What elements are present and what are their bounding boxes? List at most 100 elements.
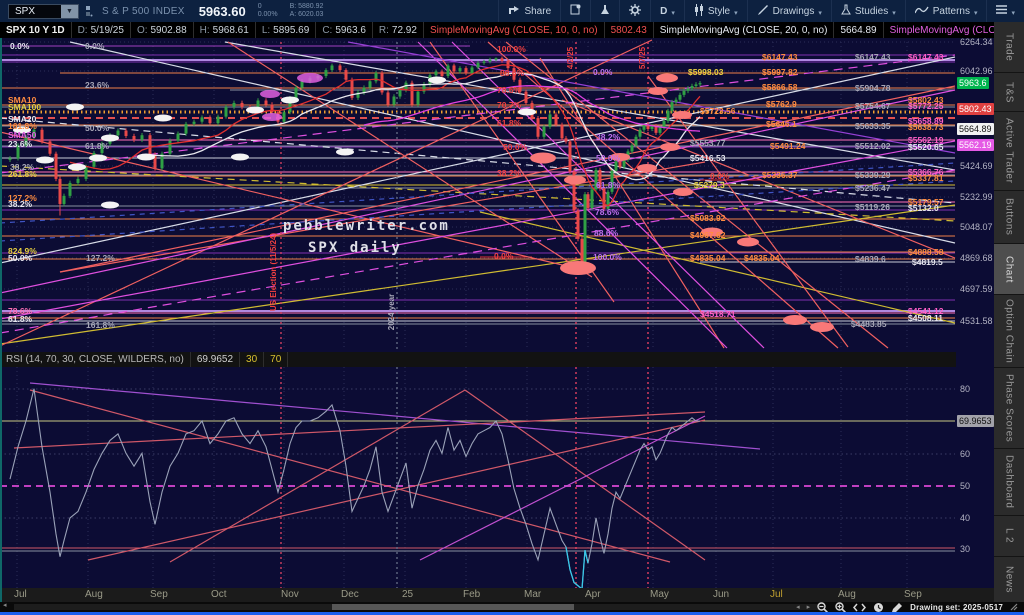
salmon-ellipse-annotation xyxy=(660,143,680,151)
patterns-button[interactable]: Patterns ▾ xyxy=(904,0,987,22)
analyze-button[interactable] xyxy=(590,0,619,22)
menu-button[interactable]: ▾ xyxy=(986,0,1024,22)
sidebar-tab-t-s[interactable]: T&S xyxy=(994,73,1024,111)
candle xyxy=(392,96,396,105)
link-icon[interactable] xyxy=(79,0,98,22)
candle xyxy=(572,171,576,211)
settings-button[interactable] xyxy=(619,0,650,22)
candle xyxy=(698,83,702,85)
ohlc-field-label: D: xyxy=(77,24,88,36)
price-level-label: $5762.9 xyxy=(766,99,797,109)
chevron-down-icon: ▾ xyxy=(892,8,896,17)
candle xyxy=(153,154,157,169)
study-label[interactable]: SimpleMovingAvg (CLOSE, 10, 0, no) xyxy=(424,22,605,38)
trend-line xyxy=(227,41,593,278)
eraser-icon[interactable] xyxy=(891,602,903,613)
magenta-ellipse-annotation xyxy=(297,73,323,83)
candle xyxy=(658,127,662,133)
pan-left-icon[interactable]: ◂ xyxy=(796,604,800,611)
time-axis[interactable]: Jul Aug Sep Oct Nov Dec 25 Feb Mar Apr May Jun Jul Au… xyxy=(0,588,994,602)
price-level-label: $5904.78 xyxy=(855,83,891,93)
ohlc-field-label: L: xyxy=(261,24,271,36)
price-axis[interactable]: 6264.34 6042.96 5424.69 5232.99 5048.07 4869.… xyxy=(956,37,994,588)
rsi-study-label[interactable]: RSI (14, 70, 30, CLOSE, WILDERS, no) xyxy=(0,352,191,367)
sidebar-tab-chart[interactable]: Chart xyxy=(994,244,1024,294)
candle xyxy=(416,91,420,105)
symbol-input[interactable]: SPX ▼ xyxy=(8,3,79,19)
scroll-left-icon[interactable]: ◂ xyxy=(3,602,7,609)
candle xyxy=(338,65,342,71)
candle xyxy=(40,129,44,142)
sidebar-tab-dashboard[interactable]: Dashboard xyxy=(994,449,1024,515)
rsi-chart-canvas[interactable] xyxy=(0,367,956,591)
price-level-label: $5553.77 xyxy=(690,138,726,148)
timeframe-button[interactable]: D ▾ xyxy=(650,0,684,22)
price-level-label: $5866.58 xyxy=(762,82,798,92)
sidebar-tab-option-chain[interactable]: Option Chain xyxy=(994,295,1024,367)
pencil-icon xyxy=(757,4,769,19)
price-level-label: $4541.12 xyxy=(908,306,944,316)
resize-grip-icon[interactable] xyxy=(1010,598,1018,615)
rsi-trend-line xyxy=(29,389,671,563)
pan-right-icon[interactable]: ▸ xyxy=(806,604,811,611)
price-level-label: $5132.0 xyxy=(908,203,939,213)
rsi-chart-panel[interactable] xyxy=(0,367,956,593)
notes-button[interactable] xyxy=(560,0,590,22)
time-icon[interactable] xyxy=(873,602,884,613)
share-button[interactable]: Share xyxy=(498,0,560,22)
symbol-value[interactable]: SPX xyxy=(15,5,36,17)
fit-width-icon[interactable] xyxy=(853,603,867,612)
price-axis-tick: 4869.68 xyxy=(960,253,993,263)
rsi-trend-line xyxy=(13,411,706,449)
price-level-label: $6147.43 xyxy=(762,52,798,62)
price-level-label: $5638.73 xyxy=(908,122,944,132)
zoom-in-icon[interactable] xyxy=(835,601,847,613)
price-level-label: SMA20 xyxy=(8,114,37,124)
month-label: Jul xyxy=(14,589,27,600)
price-level-label: 824.9% xyxy=(8,246,37,256)
studies-button[interactable]: Studies ▾ xyxy=(830,0,905,22)
rsi-trend-line xyxy=(29,382,761,450)
salmon-ellipse-annotation xyxy=(672,111,692,119)
price-level-label: $4518.71 xyxy=(700,309,736,319)
style-button[interactable]: Style ▾ xyxy=(683,0,747,22)
white-ellipse-annotation xyxy=(101,134,119,142)
price-level-label: 23.6% xyxy=(85,80,110,90)
sidebar-tab-trade[interactable]: Trade xyxy=(994,22,1024,72)
price-level-label: $5337.81 xyxy=(908,173,944,183)
sidebar-tab-l-2[interactable]: L 2 xyxy=(994,516,1024,556)
sidebar-tab-buttons[interactable]: Buttons xyxy=(994,191,1024,243)
price-level-label: $5723.56 xyxy=(700,106,736,116)
candle xyxy=(398,90,402,97)
chart-scrollbar[interactable] xyxy=(14,604,820,610)
drawings-button[interactable]: Drawings ▾ xyxy=(746,0,831,22)
chevron-down-icon: ▾ xyxy=(973,8,978,17)
magenta-ellipse-annotation xyxy=(260,90,280,98)
sidebar-tab-news[interactable]: News xyxy=(994,557,1024,602)
last-price: 5963.60 xyxy=(198,3,246,19)
rsi-axis-badge: 69.9653 xyxy=(957,415,994,427)
candle xyxy=(583,194,587,262)
symbol-dropdown-button[interactable]: ▼ xyxy=(61,4,78,18)
price-chart-panel[interactable]: 0.0% 0.0% 23.6% SMA10 SMA100 SMA20 161.8% 50.0%… xyxy=(0,38,956,357)
study-label[interactable]: SimpleMovingAvg (CLOSE, 20, 0, no) xyxy=(654,22,835,38)
rsi-axis-tick: 60 xyxy=(960,449,971,459)
sidebar-tab-phase-scores[interactable]: Phase Scores xyxy=(994,368,1024,448)
candle xyxy=(256,100,260,110)
trend-line xyxy=(0,140,956,320)
price-level-label: 50.0% xyxy=(8,253,33,263)
drawing-set-label[interactable]: Drawing set: 2025-0517 xyxy=(910,602,1003,612)
gear-icon xyxy=(629,3,642,19)
month-label: Dec xyxy=(341,589,359,600)
candle xyxy=(62,195,66,204)
zoom-out-icon[interactable] xyxy=(817,601,829,613)
study-label[interactable]: SimpleMovingAvg (CLOSE, 50, 0, no) xyxy=(884,22,1024,38)
candle xyxy=(330,65,334,71)
sidebar-tab-active-trader[interactable]: Active Trader xyxy=(994,112,1024,190)
scrollbar-handle[interactable] xyxy=(332,604,574,610)
candle xyxy=(598,169,602,189)
candle xyxy=(476,62,480,68)
toolbar-right-group: Share D ▾ Style ▾ Drawings ▾ Studies ▾ xyxy=(498,0,1024,22)
price-chart-bg xyxy=(0,38,956,352)
